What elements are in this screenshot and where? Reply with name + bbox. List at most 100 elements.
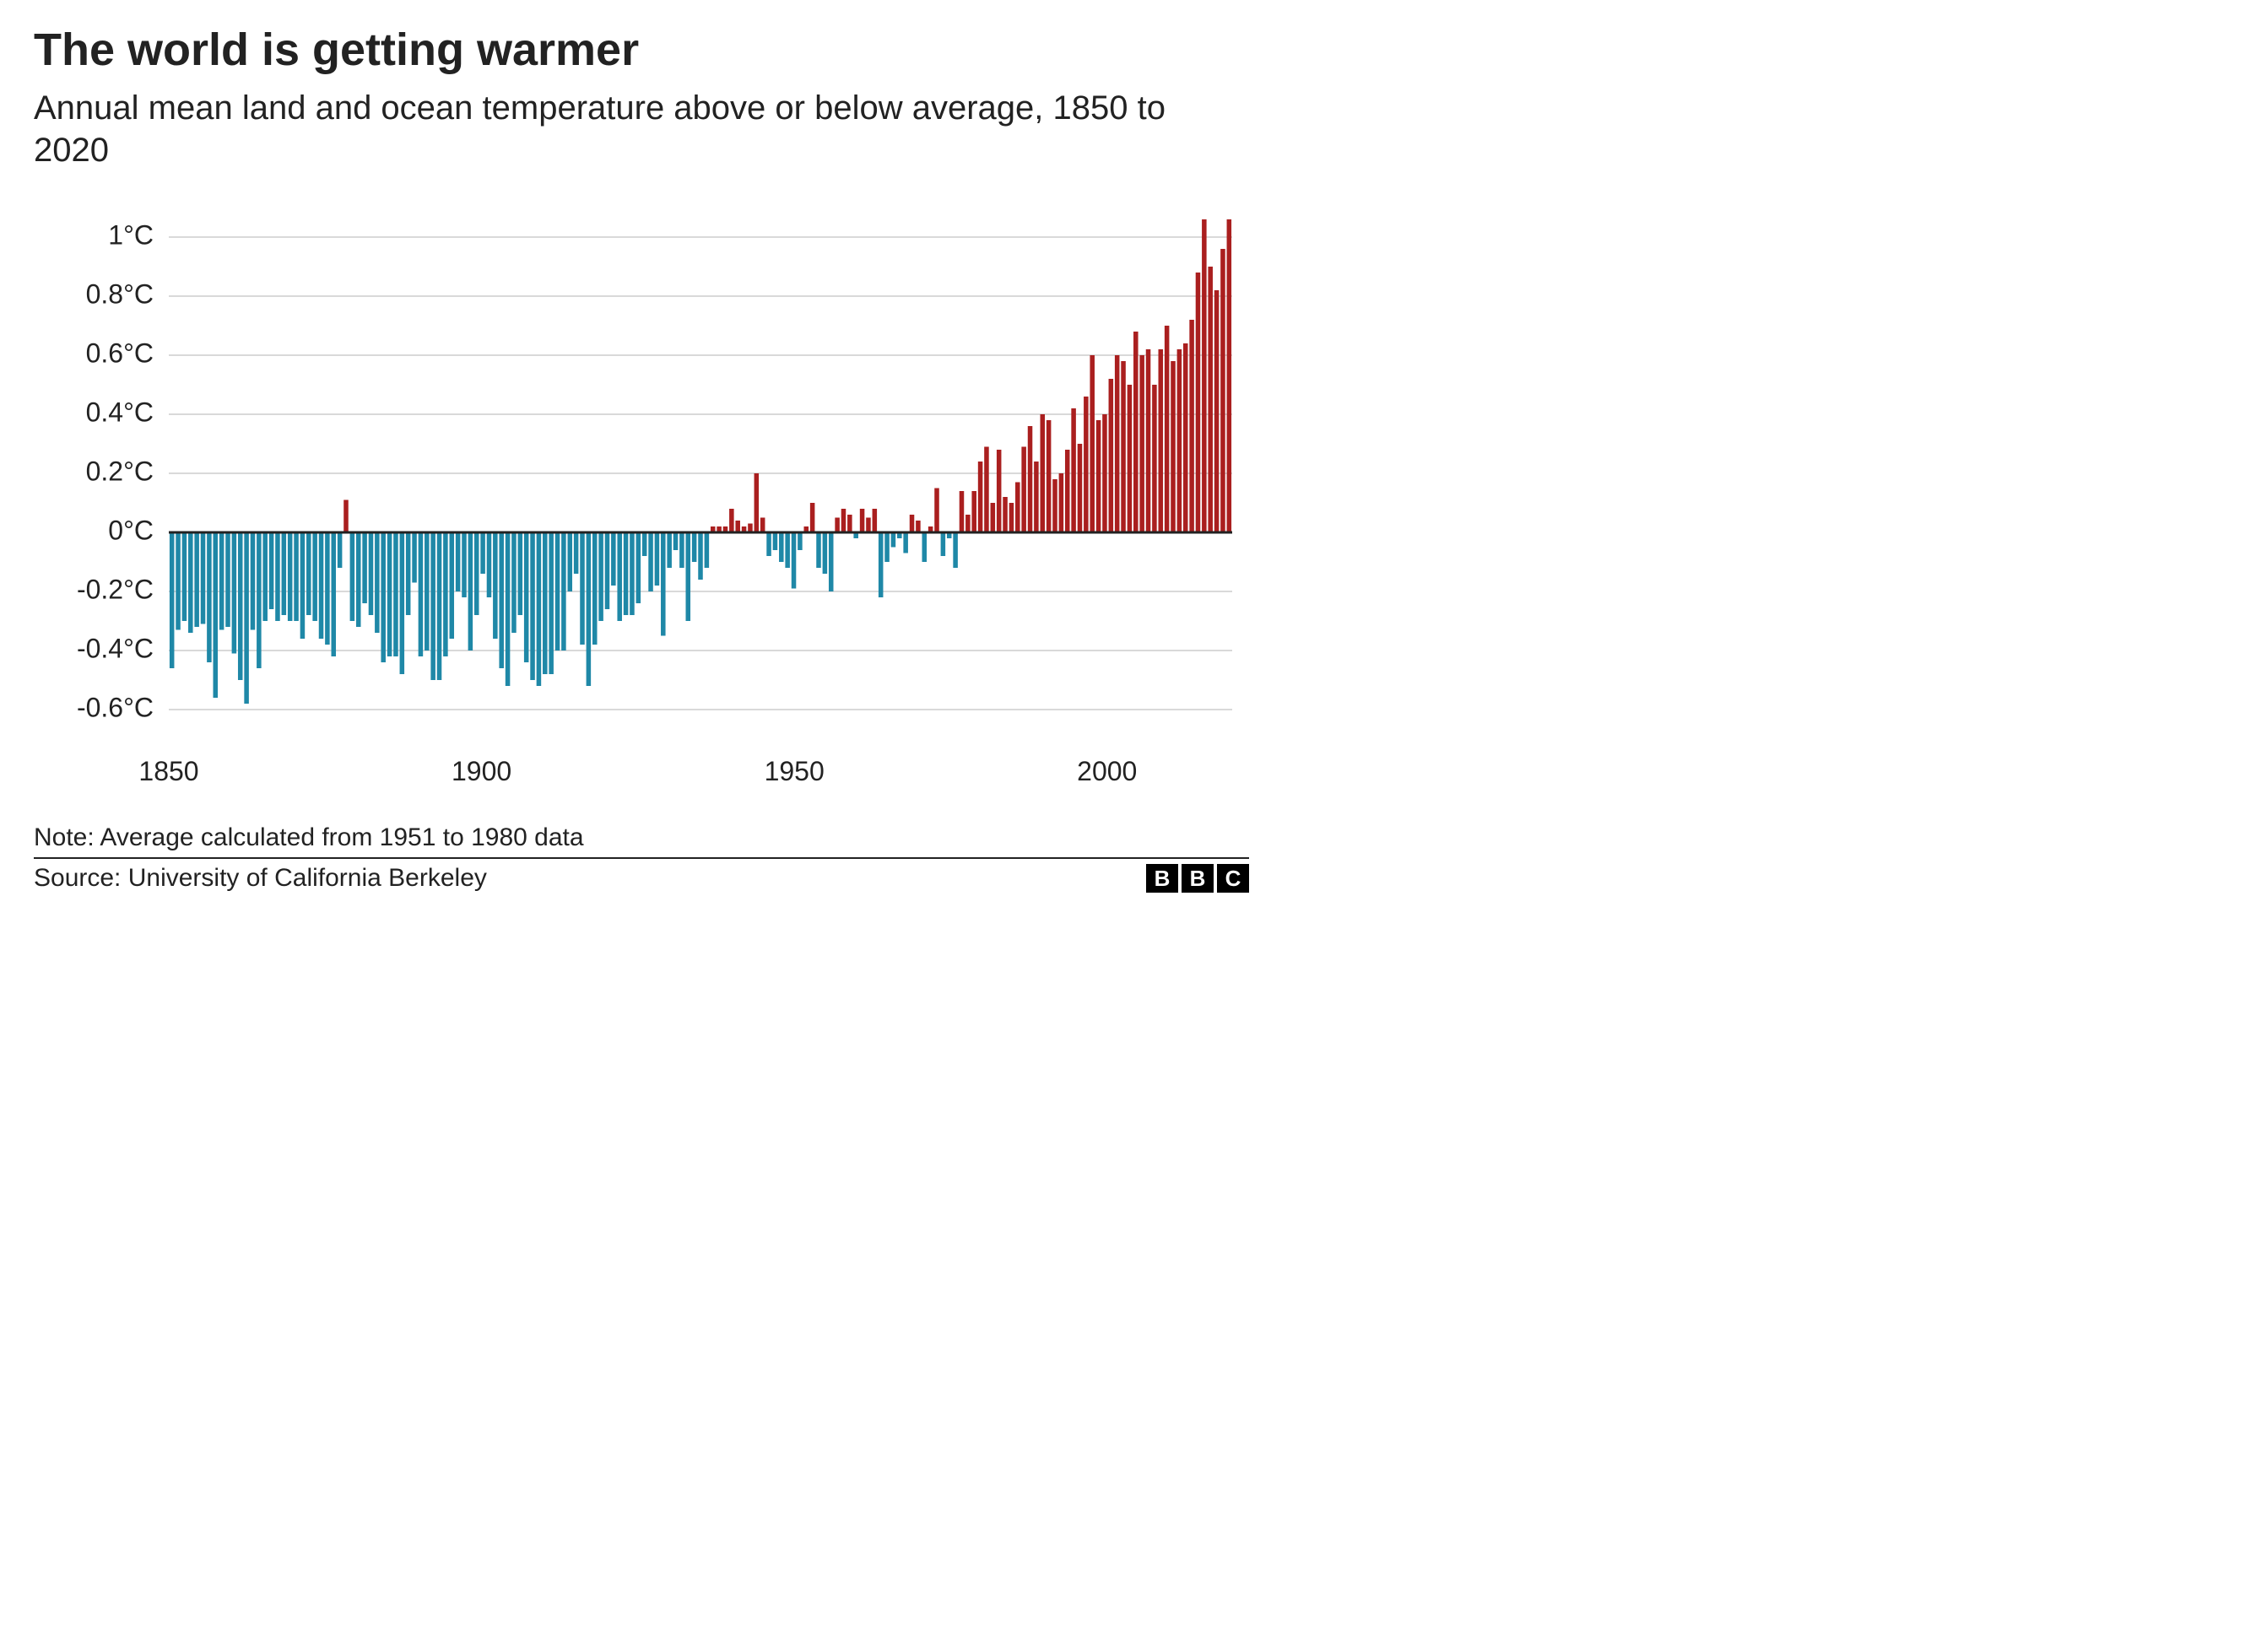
bar <box>437 532 442 680</box>
bar <box>493 532 498 639</box>
bar <box>425 532 430 651</box>
bar <box>1034 462 1039 532</box>
bar <box>978 462 983 532</box>
bar <box>971 491 976 532</box>
bar <box>934 489 939 533</box>
bar <box>648 532 653 591</box>
bar <box>1028 426 1033 532</box>
bar <box>580 532 585 645</box>
bar <box>275 532 280 621</box>
bar <box>574 532 579 574</box>
bar <box>182 532 187 621</box>
bar <box>1208 267 1213 532</box>
bar <box>847 515 852 532</box>
bar <box>306 532 311 615</box>
bar <box>636 532 641 603</box>
bar <box>766 532 771 556</box>
bar <box>462 532 467 597</box>
bar <box>823 532 828 574</box>
bar <box>387 532 392 656</box>
bar <box>518 532 523 615</box>
bar <box>1115 355 1120 532</box>
bar <box>1146 349 1151 532</box>
bar <box>866 518 871 533</box>
bar <box>282 532 287 615</box>
bar <box>430 532 435 680</box>
bbc-logo-letter: B <box>1182 864 1214 893</box>
bar <box>170 532 175 668</box>
bar <box>319 532 324 639</box>
bar <box>705 532 710 568</box>
x-tick-label: 1950 <box>765 756 825 786</box>
bar <box>748 524 753 533</box>
bar <box>257 532 262 668</box>
bar <box>194 532 199 627</box>
chart-subtitle: Annual mean land and ocean temperature a… <box>34 87 1249 171</box>
bar <box>1159 349 1164 532</box>
bar <box>555 532 560 651</box>
bar <box>188 532 193 633</box>
bar <box>1139 355 1144 532</box>
chart-container: The world is getting warmer Annual mean … <box>0 0 1283 910</box>
bar <box>1078 444 1083 532</box>
bar <box>219 532 224 630</box>
chart-title: The world is getting warmer <box>34 25 1249 75</box>
bar <box>1227 219 1232 532</box>
y-tick-label: -0.6°C <box>77 693 154 723</box>
bar <box>816 532 821 568</box>
bar <box>984 447 989 533</box>
bar <box>1196 273 1201 532</box>
y-tick-label: 0.2°C <box>86 456 154 487</box>
bar <box>673 532 679 550</box>
bar <box>960 491 965 532</box>
bar <box>729 509 734 532</box>
bar <box>785 532 790 568</box>
bar <box>450 532 455 639</box>
bar <box>1128 385 1133 532</box>
bar <box>406 532 411 615</box>
x-tick-label: 1850 <box>138 756 198 786</box>
bar <box>1220 249 1225 532</box>
bar <box>1047 420 1052 532</box>
bbc-logo-letter: B <box>1146 864 1178 893</box>
bar <box>829 532 834 591</box>
bar <box>910 515 915 532</box>
bar <box>251 532 256 630</box>
bar <box>356 532 361 627</box>
bbc-logo: B B C <box>1146 864 1249 893</box>
bar <box>1071 408 1076 532</box>
bar <box>1152 385 1157 532</box>
bar <box>922 532 928 562</box>
bar <box>1009 503 1014 532</box>
bar <box>698 532 703 580</box>
bar <box>1084 397 1089 532</box>
bar <box>543 532 548 674</box>
chart-note: Note: Average calculated from 1951 to 19… <box>34 823 1249 852</box>
bar <box>630 532 635 615</box>
footer-divider <box>34 857 1249 859</box>
bar <box>953 532 958 568</box>
bar <box>381 532 386 662</box>
bar <box>1121 361 1126 532</box>
bar <box>667 532 672 568</box>
bar <box>679 532 684 568</box>
bar <box>238 532 243 680</box>
bar <box>798 532 803 550</box>
bar <box>300 532 306 639</box>
bar <box>941 532 946 556</box>
bar <box>997 450 1002 532</box>
bar <box>549 532 554 674</box>
bar <box>1214 290 1220 532</box>
bar <box>686 532 691 621</box>
y-tick-label: 0.6°C <box>86 338 154 369</box>
bar <box>499 532 504 668</box>
bar <box>810 503 815 532</box>
bar <box>773 532 778 550</box>
bar <box>480 532 485 574</box>
bar <box>735 521 740 532</box>
bar <box>841 509 846 532</box>
bar <box>965 515 971 532</box>
bar <box>524 532 529 662</box>
bar <box>860 509 865 532</box>
bar <box>375 532 380 633</box>
